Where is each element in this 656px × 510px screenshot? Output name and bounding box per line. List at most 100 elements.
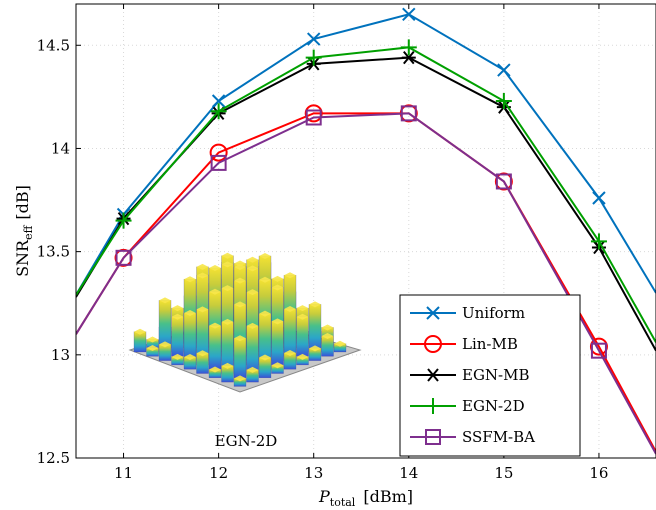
data-point	[209, 143, 228, 162]
inset-bar-top	[221, 362, 234, 369]
x-axis-title-unit: [dBm]	[363, 487, 413, 506]
inset-bar-top	[271, 275, 284, 282]
data-point	[402, 7, 416, 22]
inset-label: EGN-2D	[215, 432, 278, 450]
inset-bar-top	[321, 324, 334, 331]
inset-bar-top	[259, 310, 271, 317]
x-axis-title: Ptotal [dBm]	[318, 487, 413, 509]
legend-label: EGN-MB	[462, 366, 530, 384]
inset-bar	[308, 304, 322, 353]
inset-bar-top	[234, 335, 246, 342]
data-point	[400, 105, 417, 122]
data-point	[400, 39, 417, 56]
inset-bar-top	[184, 276, 196, 283]
inset-bar-top	[271, 284, 284, 291]
inset-bar-top	[196, 350, 209, 357]
inset-bar	[321, 335, 334, 357]
inset-bar-top	[296, 313, 309, 320]
inset-bar-top	[309, 301, 321, 308]
y-axis-title-sub: eff	[22, 224, 35, 240]
inset-bar-top	[246, 322, 259, 329]
inset-bar-top	[209, 322, 221, 329]
y-axis-title-main: SNR	[13, 239, 32, 277]
legend-marker	[425, 429, 441, 445]
inset-bar-top	[221, 285, 234, 292]
data-point	[590, 233, 607, 250]
inset-bar	[296, 316, 309, 357]
inset-bar	[271, 321, 284, 366]
data-point	[590, 342, 607, 359]
inset-bar-top	[196, 272, 209, 279]
inset-bar-top	[234, 301, 246, 308]
data-point	[306, 32, 321, 46]
inset-bar-top	[146, 336, 159, 343]
y-tick-label: 12.5	[37, 449, 70, 467]
inset-bar-top	[259, 253, 271, 260]
legend-marker	[425, 398, 441, 414]
inset-bar-top	[296, 353, 309, 360]
legend-entry: Lin-MB	[410, 335, 518, 353]
inset-bar-top	[234, 375, 246, 382]
plot-frame	[75, 3, 656, 459]
inset-bar-top	[221, 261, 234, 268]
x-tick-label: 14	[399, 464, 418, 482]
x-tick-label: 11	[114, 464, 133, 482]
inset-bar-top	[196, 263, 209, 270]
data-point	[211, 94, 226, 108]
inset-bar-top	[259, 354, 271, 361]
series-line	[76, 112, 656, 453]
inset-bar-top	[234, 277, 246, 284]
data-point	[495, 173, 512, 190]
inset-bar-top	[284, 306, 296, 313]
y-tick-label: 13.5	[37, 243, 70, 261]
legend-entry: Uniform	[410, 304, 525, 322]
y-axis-title-unit: [dB]	[13, 185, 32, 219]
inset-bar-top	[221, 252, 234, 259]
data-point	[115, 249, 132, 266]
inset-bar-top	[221, 318, 234, 325]
y-tick-label: 14.5	[37, 36, 70, 54]
data-point	[210, 103, 227, 120]
data-point	[305, 109, 322, 126]
inset-bar-top	[334, 340, 346, 347]
inset-bar	[208, 325, 222, 370]
inset-bar-top	[159, 341, 171, 348]
y-tick-label: 14	[51, 139, 70, 157]
inset-bar-top	[246, 289, 259, 296]
legend-label: Lin-MB	[462, 335, 518, 353]
inset-bar-top	[296, 305, 309, 312]
inset-bar-top	[146, 345, 159, 352]
inset-bar	[196, 353, 209, 374]
inset-bar	[183, 312, 197, 361]
legend-entry: EGN-2D	[410, 397, 525, 415]
inset-bar-top	[246, 366, 259, 373]
inset-bar	[246, 325, 259, 374]
inset-bar-top	[271, 362, 284, 369]
series-line	[76, 112, 656, 455]
y-axis-title: SNReff [dB]	[13, 185, 35, 277]
legend-label: EGN-2D	[462, 397, 525, 415]
legend: Uniform Lin-MB EGN-MB EGN-2D SSFM-BA	[399, 294, 581, 457]
inset-bar-top	[184, 353, 196, 360]
x-tick-label: 12	[209, 464, 228, 482]
inset-3d-bar-plot	[128, 252, 362, 393]
inset-bar-top	[171, 353, 184, 360]
data-point	[592, 191, 606, 205]
data-point	[495, 92, 512, 109]
inset-bar-top	[246, 256, 259, 263]
inset-bar-top	[309, 345, 321, 352]
inset-bar	[258, 357, 272, 378]
data-point	[497, 63, 511, 77]
y-tick-label: 13	[51, 346, 70, 364]
inset-bar-top	[284, 272, 296, 279]
inset-bar-top	[171, 305, 184, 312]
data-point	[401, 51, 416, 65]
inset-bar-top	[209, 265, 221, 272]
series-group	[76, 7, 656, 455]
inset-bar-top	[321, 333, 334, 340]
inset-bar	[171, 316, 184, 357]
inset-bar-top	[271, 318, 284, 325]
legend-entry: EGN-MB	[410, 366, 530, 384]
x-tick-label: 13	[304, 464, 323, 482]
